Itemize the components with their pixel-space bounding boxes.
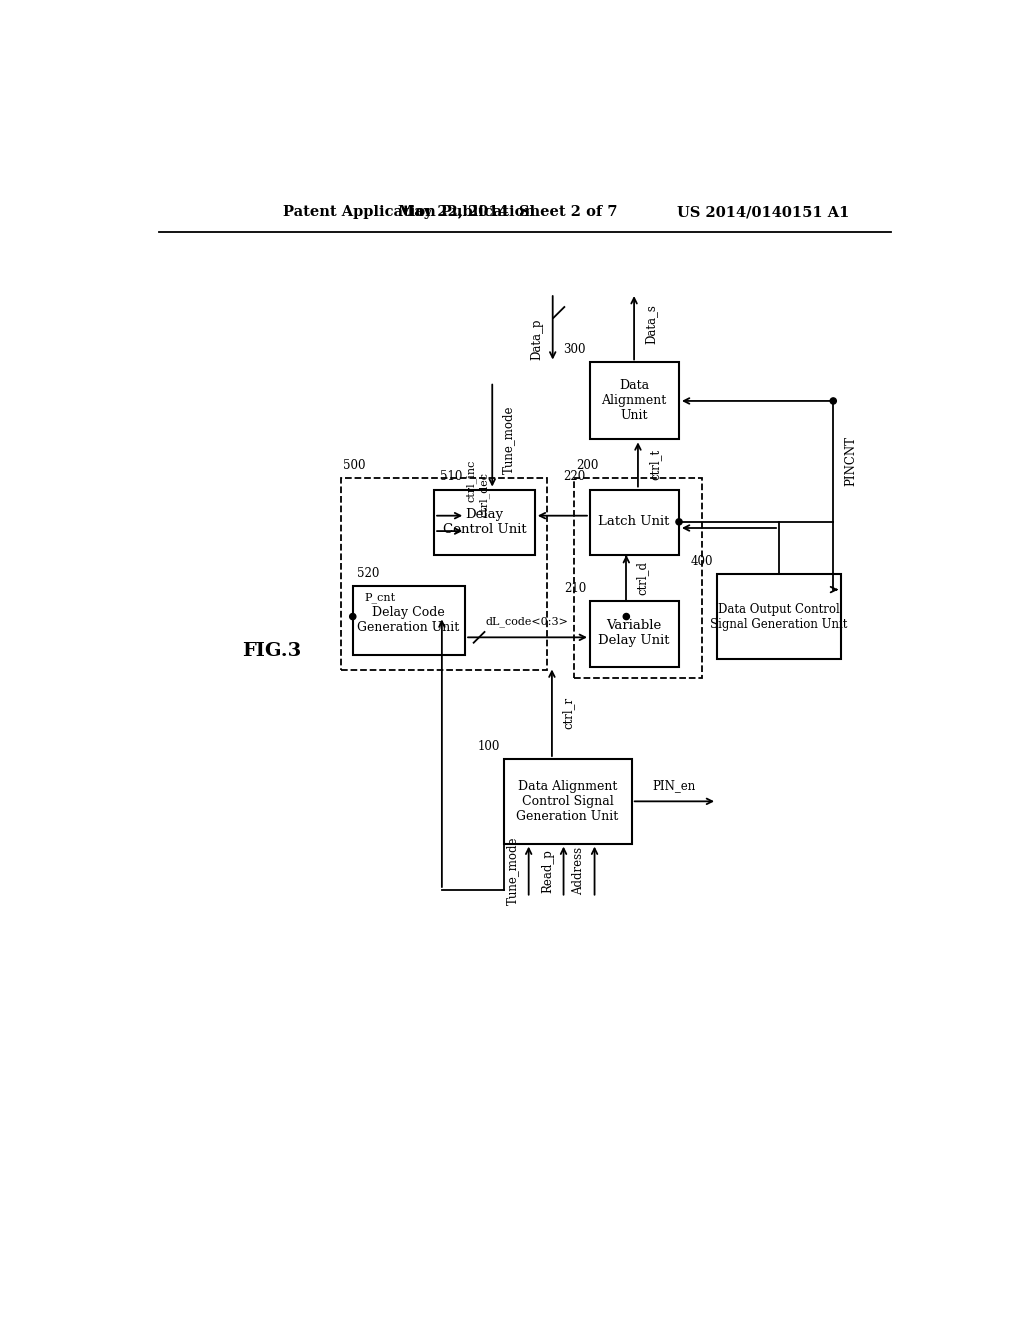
Text: Data
Alignment
Unit: Data Alignment Unit <box>601 379 667 422</box>
Text: Tune_mode: Tune_mode <box>507 837 519 906</box>
Text: FIG.3: FIG.3 <box>242 643 301 660</box>
Bar <box>574 478 702 678</box>
Text: Address: Address <box>572 846 586 895</box>
Text: Data Output Control
Signal Generation Unit: Data Output Control Signal Generation Un… <box>711 602 848 631</box>
Text: US 2014/0140151 A1: US 2014/0140151 A1 <box>677 206 850 219</box>
Text: 220: 220 <box>563 470 585 483</box>
Text: ctrl_r: ctrl_r <box>561 697 574 729</box>
Text: 100: 100 <box>477 739 500 752</box>
Text: PIN_en: PIN_en <box>652 779 696 792</box>
Text: 300: 300 <box>563 343 586 356</box>
Text: 520: 520 <box>356 566 379 579</box>
Text: Latch Unit: Latch Unit <box>598 515 670 528</box>
Text: Data_p: Data_p <box>530 318 544 360</box>
Text: 400: 400 <box>690 554 713 568</box>
Text: Patent Application Publication: Patent Application Publication <box>283 206 535 219</box>
Bar <box>590 490 679 554</box>
Bar <box>341 478 547 671</box>
Text: ctrl_inc: ctrl_inc <box>466 459 477 502</box>
Text: Data_s: Data_s <box>645 304 658 345</box>
Text: Variable
Delay Unit: Variable Delay Unit <box>598 619 670 648</box>
Text: 510: 510 <box>440 470 463 483</box>
Text: May 22, 2014  Sheet 2 of 7: May 22, 2014 Sheet 2 of 7 <box>398 206 617 219</box>
Text: PINCNT: PINCNT <box>844 436 857 486</box>
Bar <box>590 601 679 667</box>
Bar <box>717 574 841 659</box>
Text: Delay Code
Generation Unit: Delay Code Generation Unit <box>357 606 460 635</box>
Bar <box>434 490 535 554</box>
Text: 210: 210 <box>564 582 586 595</box>
Text: Read_p: Read_p <box>542 849 554 892</box>
Circle shape <box>349 614 356 619</box>
Text: ctrl_t: ctrl_t <box>648 449 662 479</box>
Bar <box>590 363 679 440</box>
Text: ctrl_dec: ctrl_dec <box>478 473 489 517</box>
Text: dL_code<0:3>: dL_code<0:3> <box>485 616 568 627</box>
Text: Delay
Control Unit: Delay Control Unit <box>442 508 526 536</box>
Bar <box>352 586 465 655</box>
Circle shape <box>676 519 682 525</box>
Bar <box>504 759 632 843</box>
Text: 200: 200 <box>575 459 598 471</box>
Text: 500: 500 <box>343 459 366 471</box>
Circle shape <box>830 397 837 404</box>
Text: ctrl_d: ctrl_d <box>636 561 648 595</box>
Text: P_cnt: P_cnt <box>365 593 395 603</box>
Circle shape <box>624 614 630 619</box>
Text: Tune_mode: Tune_mode <box>502 405 514 474</box>
Text: Data Alignment
Control Signal
Generation Unit: Data Alignment Control Signal Generation… <box>516 780 618 822</box>
